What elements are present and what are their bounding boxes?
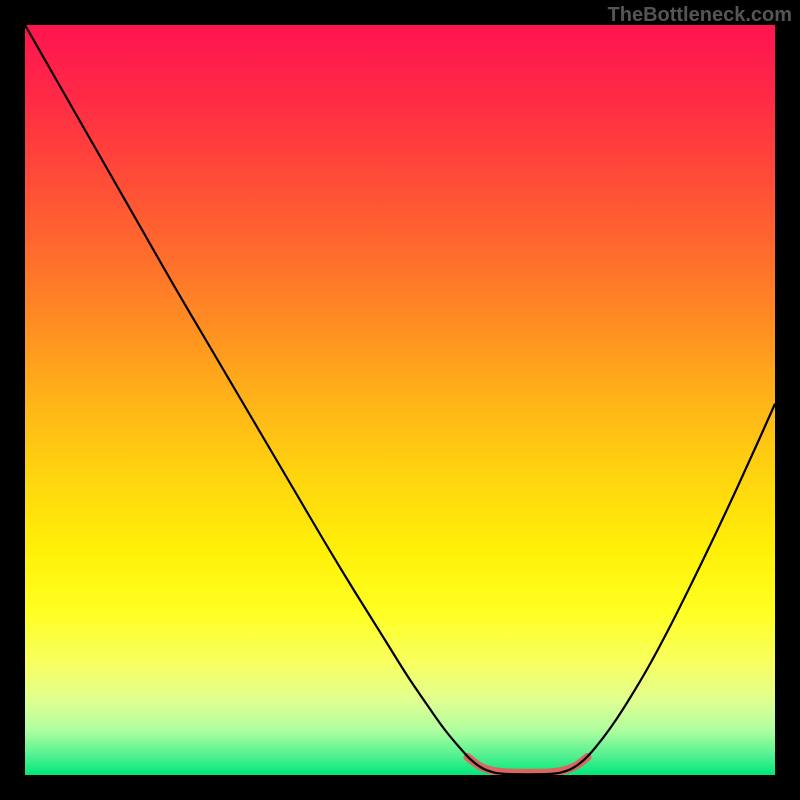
plot-area [25,25,775,775]
chart-container: { "chart": { "type": "line", "canvas": {… [0,0,800,800]
watermark-text: TheBottleneck.com [608,4,792,27]
